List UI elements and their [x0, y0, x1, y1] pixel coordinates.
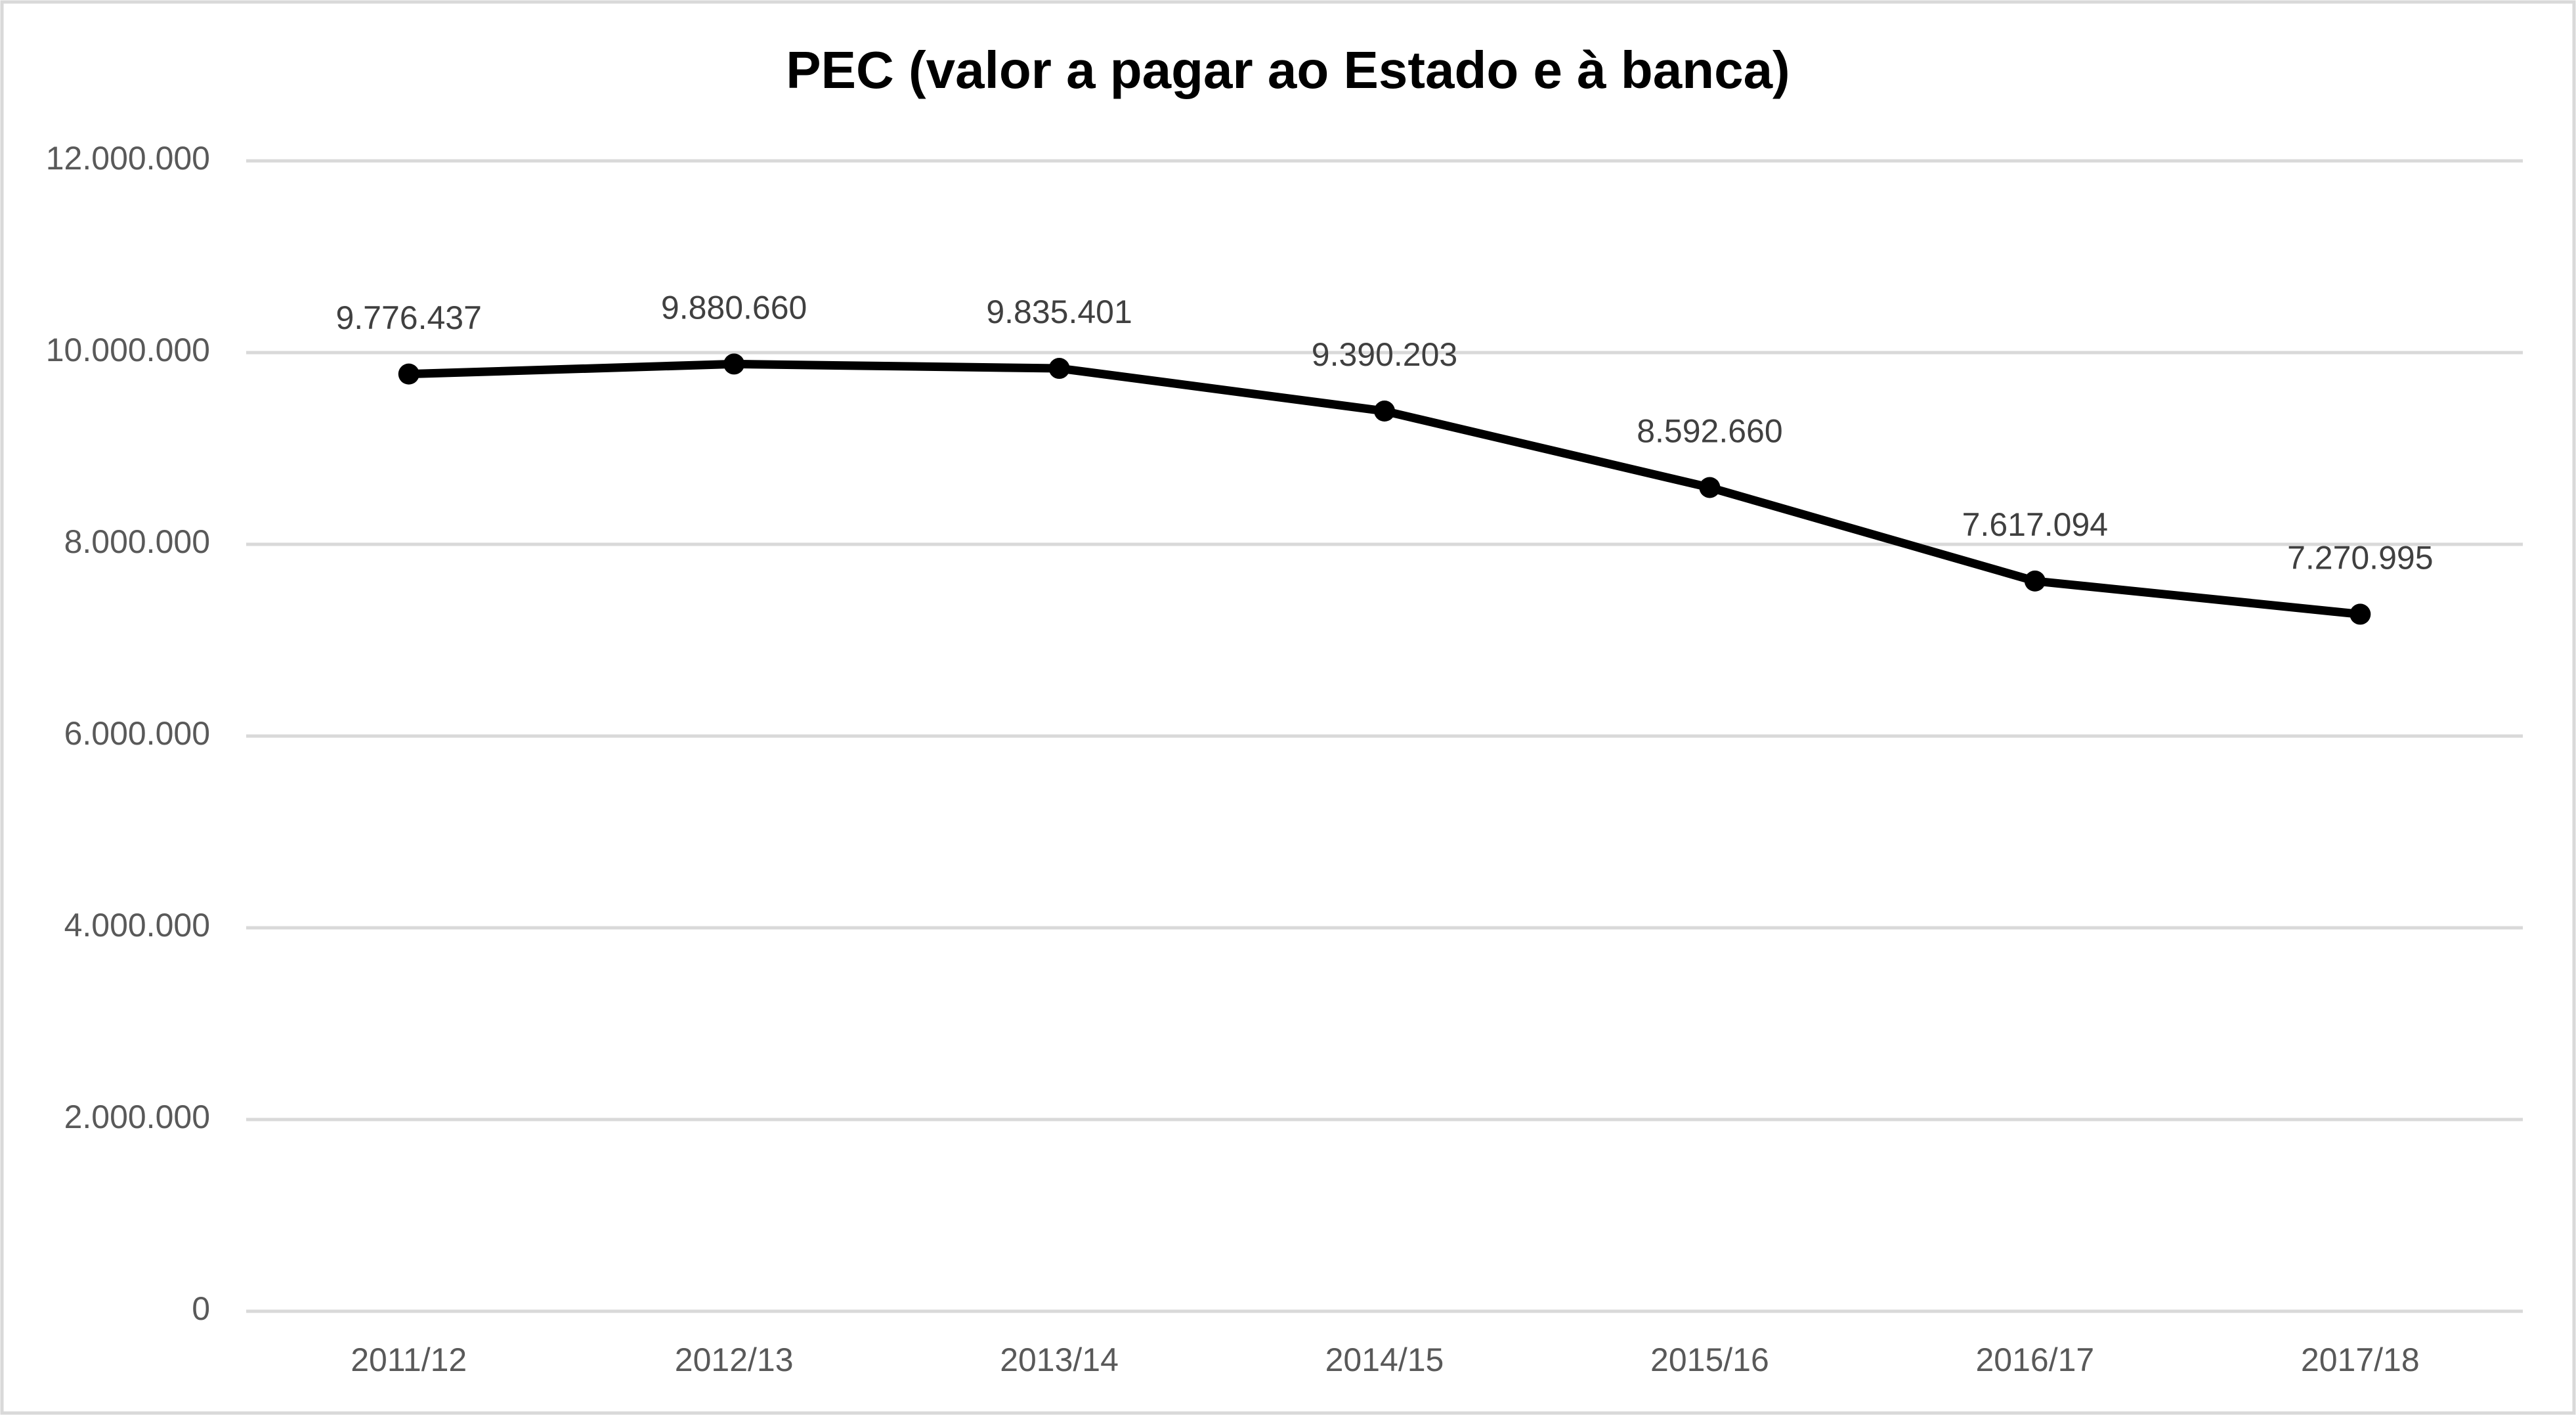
data-label: 7.617.094	[1962, 506, 2108, 543]
x-tick-label: 2017/18	[2301, 1341, 2420, 1378]
x-tick-label: 2016/17	[1975, 1341, 2094, 1378]
data-point	[1374, 401, 1395, 422]
data-point	[1699, 477, 1721, 498]
y-tick-label: 0	[192, 1290, 210, 1327]
data-point	[1048, 358, 1070, 380]
chart-title: PEC (valor a pagar ao Estado e à banca)	[786, 41, 1790, 99]
y-tick-label: 2.000.000	[64, 1099, 210, 1135]
y-tick-label: 10.000.000	[46, 332, 210, 368]
data-label: 9.776.437	[335, 299, 481, 336]
y-tick-label: 6.000.000	[64, 715, 210, 752]
y-tick-label: 8.000.000	[64, 523, 210, 560]
data-label: 9.835.401	[986, 294, 1132, 330]
y-tick-label: 4.000.000	[64, 907, 210, 944]
data-label: 9.390.203	[1312, 336, 1457, 373]
data-point	[2024, 570, 2046, 592]
x-tick-label: 2015/16	[1650, 1341, 1769, 1378]
y-tick-label: 12.000.000	[46, 140, 210, 177]
data-label: 9.880.660	[661, 290, 807, 326]
data-label: 7.270.995	[2287, 540, 2433, 577]
x-tick-label: 2011/12	[351, 1341, 467, 1378]
x-tick-label: 2012/13	[675, 1341, 794, 1378]
x-tick-label: 2013/14	[1000, 1341, 1119, 1378]
x-tick-label: 2014/15	[1325, 1341, 1444, 1378]
data-point	[723, 353, 745, 375]
data-label: 8.592.660	[1637, 413, 1782, 450]
data-point	[2350, 603, 2371, 625]
data-point	[398, 363, 419, 385]
